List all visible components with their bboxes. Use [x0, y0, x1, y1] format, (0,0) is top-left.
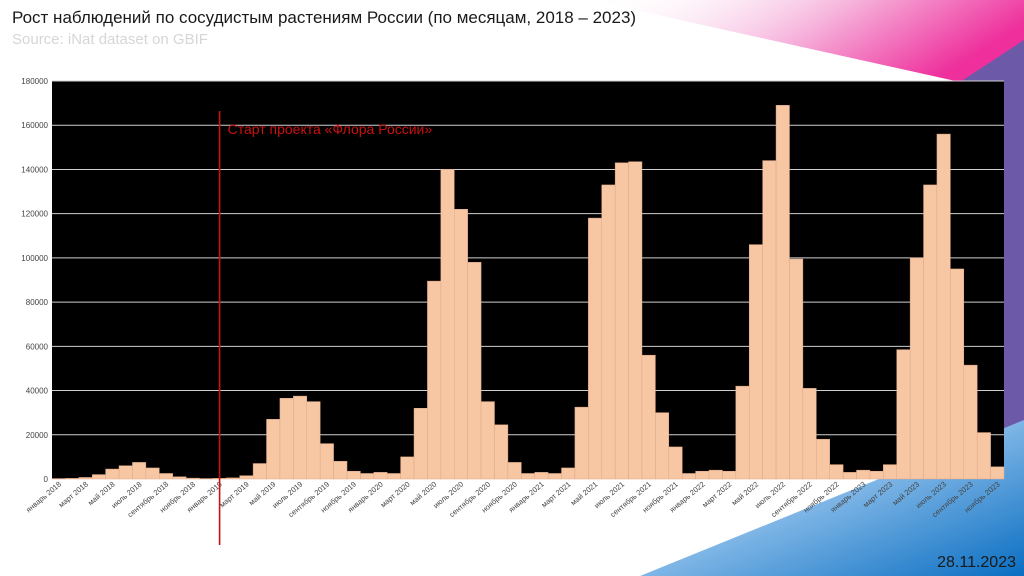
bar [226, 477, 240, 480]
y-tick-label: 80000 [26, 298, 49, 307]
y-tick-label: 160000 [21, 121, 48, 130]
gridlines [52, 80, 1004, 436]
x-tick-label: март 2022 [700, 480, 733, 510]
bar [306, 401, 321, 480]
bar [561, 467, 576, 480]
bar [775, 105, 790, 480]
bar [480, 401, 495, 480]
bar [547, 473, 562, 480]
bar [413, 407, 428, 480]
bar [386, 473, 401, 480]
slide-date: 28.11.2023 [937, 554, 1016, 571]
bar [722, 471, 737, 480]
bar [896, 349, 911, 480]
x-tick-label: март 2019 [218, 480, 251, 510]
bar [708, 469, 723, 480]
y-tick-label: 180000 [21, 77, 48, 86]
bar [574, 406, 589, 480]
bar [909, 257, 924, 480]
bar [521, 473, 535, 480]
y-axis-ticks: 0 20000 40000 60000 80000 100000 120000 140000 1… [21, 77, 48, 484]
bar [118, 465, 133, 480]
bar [695, 471, 710, 480]
bar [869, 471, 884, 480]
bar [400, 456, 415, 480]
bar [816, 438, 830, 480]
y-tick-label: 40000 [26, 387, 49, 396]
y-tick-label: 100000 [21, 254, 48, 263]
bars [51, 105, 1005, 480]
y-tick-label: 120000 [21, 210, 48, 219]
bar [681, 473, 696, 480]
bar [655, 412, 670, 480]
y-tick-label: 140000 [21, 165, 48, 174]
page-subtitle: Source: iNat dataset on GBIF [12, 31, 208, 48]
bar [78, 477, 93, 480]
bar [628, 161, 643, 480]
bar [588, 217, 602, 480]
bar [159, 473, 173, 480]
bar [333, 461, 348, 480]
bar [145, 467, 160, 480]
project-start-label: Старт проекта «Флора России» [228, 121, 433, 137]
y-tick-label: 60000 [26, 342, 49, 351]
bar [507, 462, 522, 480]
page-title: Рост наблюдений по сосудистым растениям … [12, 8, 637, 27]
bar [427, 280, 442, 480]
bar [735, 385, 750, 480]
bar [534, 472, 549, 480]
bar [454, 208, 468, 480]
bar [440, 169, 455, 480]
bar [65, 478, 80, 480]
bar [132, 462, 147, 480]
y-tick-label: 20000 [26, 431, 49, 440]
bar [105, 468, 120, 480]
bar [748, 244, 763, 480]
bar [976, 432, 991, 480]
bar [856, 469, 871, 480]
bar [936, 133, 951, 480]
top-right-pink-shape [590, 0, 1024, 82]
bar [950, 268, 965, 480]
x-tick-label: март 2018 [57, 480, 90, 510]
bar [883, 464, 897, 480]
bar [494, 424, 509, 480]
x-tick-label: март 2023 [861, 480, 894, 510]
bar [842, 472, 857, 480]
x-tick-label: март 2020 [379, 480, 412, 510]
bar [789, 258, 804, 480]
bar [762, 160, 777, 480]
bar [373, 472, 388, 480]
x-tick-label: март 2021 [539, 480, 572, 510]
bar [601, 184, 616, 480]
bar [172, 476, 187, 480]
x-tick-label: январь 2018 [24, 480, 63, 515]
bar [91, 474, 106, 480]
bar [668, 446, 683, 480]
bar [293, 395, 308, 480]
bar [360, 473, 375, 480]
bar [990, 466, 1005, 480]
y-tick-label: 0 [44, 475, 49, 484]
bar [614, 162, 629, 480]
bar [252, 463, 267, 480]
bar [185, 477, 200, 480]
bar [641, 354, 656, 480]
bar [963, 364, 978, 480]
bar [467, 262, 482, 480]
bar [319, 443, 334, 480]
plot-background [52, 81, 1004, 479]
bar [239, 475, 254, 480]
bar [266, 419, 281, 480]
bar [802, 388, 817, 480]
bar [279, 398, 294, 480]
bar [829, 464, 844, 480]
bar [923, 184, 938, 480]
bar [346, 471, 361, 480]
